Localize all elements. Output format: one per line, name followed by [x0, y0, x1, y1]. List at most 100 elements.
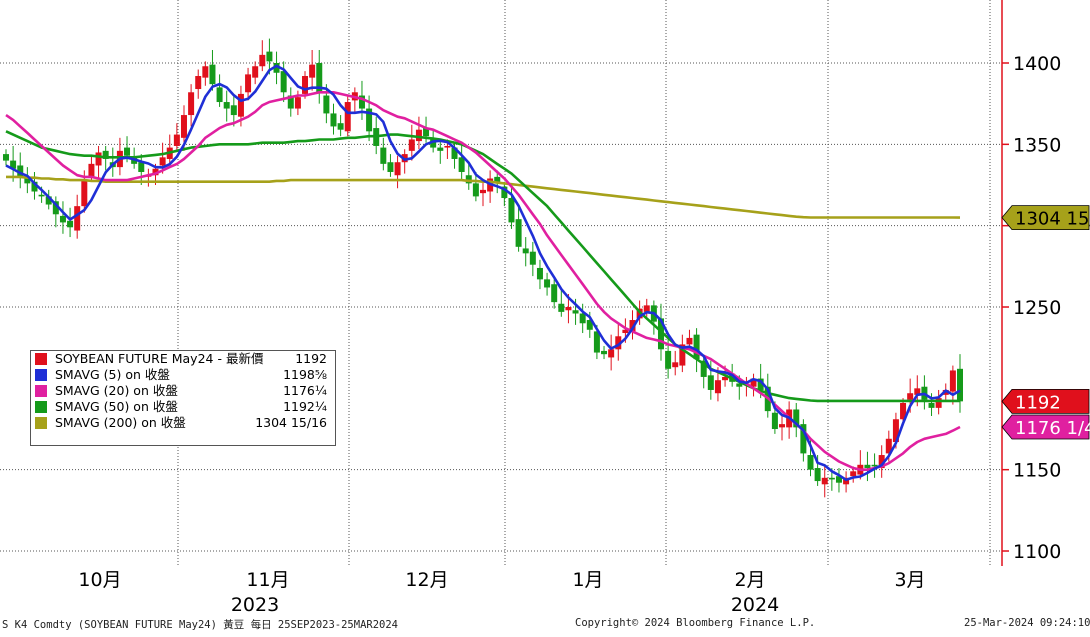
candle-body — [558, 303, 565, 312]
candle-body — [344, 102, 351, 132]
candle-body — [180, 115, 187, 138]
candle-body — [81, 180, 88, 207]
candle-body — [885, 438, 892, 454]
candle-body — [195, 76, 202, 90]
candle-body — [657, 318, 664, 350]
candle-body — [465, 175, 472, 184]
candle-body — [593, 331, 600, 353]
candle-body — [245, 74, 252, 93]
legend-swatch — [35, 417, 47, 429]
candle-body — [935, 398, 942, 408]
legend-row-sma50: SMAVG (50) on 收盤 1192¼ — [31, 399, 335, 415]
legend-label: SMAVG (50) on 收盤 — [54, 399, 178, 414]
candle-body — [159, 157, 166, 166]
candle-body — [672, 362, 679, 368]
candle-body — [152, 168, 159, 176]
year-label: 2023 — [231, 594, 279, 616]
candle-body — [828, 477, 835, 480]
candle-body — [707, 375, 714, 390]
candle-body — [380, 147, 387, 164]
candle-body — [629, 320, 636, 332]
candle-body — [579, 313, 586, 324]
year-label: 2024 — [731, 594, 779, 616]
month-label: 3月 — [894, 569, 925, 591]
price-axis: 1100 1150 1250 1350 1400 — [1001, 0, 1061, 566]
candle-body — [750, 378, 757, 387]
candle-body — [74, 206, 81, 231]
candle-body — [95, 152, 102, 166]
candle-body — [907, 393, 914, 400]
candle-body — [458, 157, 465, 172]
legend-label: SMAVG (20) on 收盤 — [54, 383, 178, 398]
candle-body — [871, 464, 878, 467]
price-tags: 1304 15/16 1192 1176 1/4 — [1001, 205, 1090, 440]
candle-body — [779, 424, 786, 428]
candle-body — [280, 71, 287, 93]
legend-row-sma20: SMAVG (20) on 收盤 1176¼ — [31, 383, 335, 399]
candle-body — [323, 95, 330, 114]
candle-body — [529, 251, 536, 265]
candle-body — [957, 368, 963, 402]
candle-body — [494, 176, 501, 184]
legend-row-price: SOYBEAN FUTURE May24 - 最新價 1192 — [31, 351, 335, 367]
candle-body — [515, 219, 522, 247]
candle-body — [814, 468, 821, 482]
candle-body — [508, 198, 515, 223]
candle-body — [17, 165, 24, 177]
month-label: 12月 — [405, 569, 448, 591]
footer-timestamp: 25-Mar-2024 09:24:10 — [964, 617, 1090, 629]
candle-body — [892, 419, 899, 443]
candle-body — [202, 66, 209, 78]
candle-body — [544, 279, 551, 288]
legend-swatch — [35, 385, 47, 397]
candle-body — [294, 97, 301, 109]
candle-body — [601, 350, 608, 355]
legend-value: 1198⅝ — [283, 367, 327, 382]
candle-body — [665, 350, 672, 369]
sma50-line — [5, 130, 960, 403]
grid-lines — [0, 0, 1002, 566]
candle-body — [330, 113, 337, 127]
candle-body — [124, 147, 131, 156]
candle-body — [900, 402, 907, 420]
candle-body — [423, 128, 430, 137]
candle-body — [821, 477, 828, 485]
price-tag: 1304 15/16 — [1001, 205, 1090, 231]
price-tag: 1192 — [1001, 388, 1090, 414]
price-tag-label: 1176 1/4 — [1015, 418, 1090, 439]
legend-value: 1192¼ — [283, 399, 327, 414]
candle-body — [430, 139, 437, 148]
candle-body — [693, 334, 700, 360]
candle-body — [358, 95, 365, 109]
candle-body — [59, 215, 66, 223]
moving-average-lines — [5, 64, 961, 482]
price-tag-label: 1304 15/16 — [1015, 209, 1090, 230]
legend-value: 1304 15/16 — [255, 415, 327, 430]
candle-body — [793, 409, 800, 428]
candle-body — [10, 160, 17, 169]
month-label: 11月 — [246, 569, 289, 591]
candle-body — [266, 51, 273, 62]
candle-body — [928, 402, 935, 408]
candle-body — [316, 63, 323, 93]
price-tag-shape — [1001, 388, 1090, 414]
candle-body — [408, 139, 415, 151]
candle-body — [451, 147, 458, 159]
candle-body — [52, 201, 59, 215]
candle-body — [287, 95, 294, 109]
candle-body — [387, 162, 394, 172]
price-axis-label: 1250 — [1013, 297, 1061, 319]
price-tag-shape — [1001, 205, 1090, 231]
month-label: 1月 — [572, 569, 603, 591]
candle-body — [472, 183, 479, 197]
candle-body — [850, 471, 857, 477]
candle-body — [273, 63, 280, 73]
candle-body — [622, 329, 629, 334]
candle-body — [38, 194, 45, 197]
candle-body — [3, 154, 9, 161]
price-axis-label: 1350 — [1013, 134, 1061, 156]
candle-body — [807, 455, 814, 470]
candle-body — [800, 424, 807, 454]
